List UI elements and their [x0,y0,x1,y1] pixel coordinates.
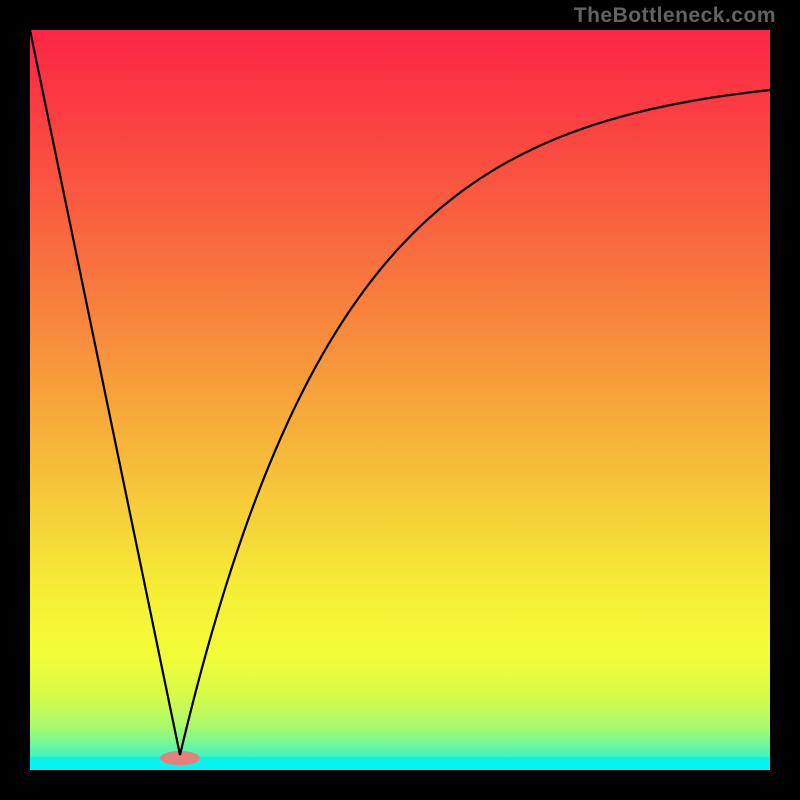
watermark-label: TheBottleneck.com [574,4,776,28]
plot-gradient-background [30,30,770,770]
green-base-stripe [30,757,770,770]
bottleneck-chart [0,0,800,800]
